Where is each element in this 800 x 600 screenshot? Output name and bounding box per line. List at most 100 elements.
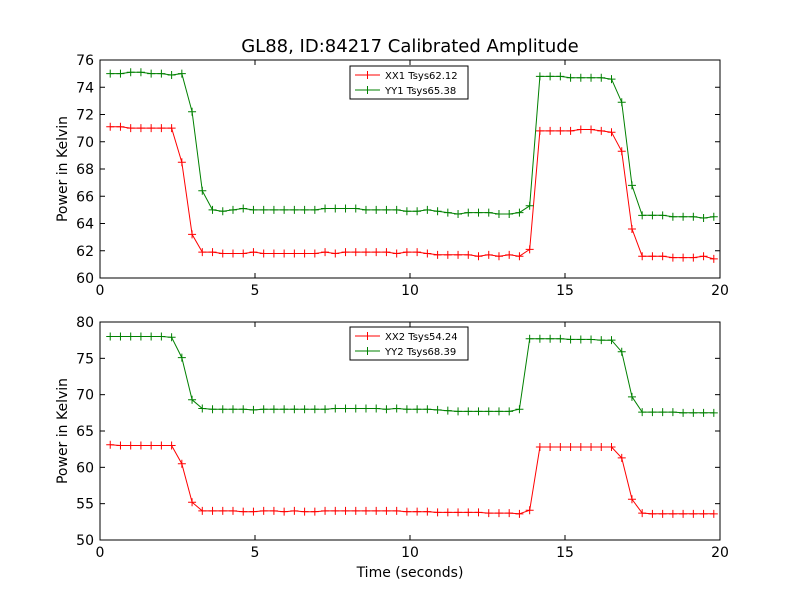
data-point	[576, 73, 585, 82]
data-point	[361, 248, 370, 257]
data-point	[689, 408, 698, 417]
data-point	[228, 249, 237, 258]
data-point	[269, 506, 278, 515]
data-point	[331, 404, 340, 413]
data-point	[321, 248, 330, 257]
data-point	[597, 442, 606, 451]
data-point	[106, 332, 115, 341]
y-tick-label: 64	[76, 217, 94, 233]
data-point	[607, 442, 616, 451]
data-point	[638, 211, 647, 220]
x-tick-label: 0	[96, 545, 105, 561]
data-point	[638, 252, 647, 261]
data-point	[249, 405, 258, 414]
data-point	[372, 506, 381, 515]
data-point	[464, 208, 473, 217]
data-point	[249, 507, 258, 516]
data-point	[280, 249, 289, 258]
x-tick-label: 5	[251, 545, 260, 561]
y-tick-label: 66	[76, 189, 94, 205]
data-point	[597, 73, 606, 82]
data-point	[679, 408, 688, 417]
data-point	[300, 507, 309, 516]
data-point	[259, 405, 268, 414]
data-point	[167, 333, 176, 342]
data-point	[177, 158, 186, 167]
data-point	[648, 509, 657, 518]
data-point	[372, 205, 381, 214]
data-point	[709, 509, 718, 518]
data-point	[351, 248, 360, 257]
y-tick-label: 65	[76, 424, 94, 440]
legend-swatch-marker	[363, 332, 372, 340]
data-point	[228, 506, 237, 515]
data-point	[423, 405, 432, 414]
data-point	[280, 205, 289, 214]
y-tick-label: 72	[76, 108, 94, 124]
data-point	[361, 506, 370, 515]
data-point	[423, 507, 432, 516]
data-point	[668, 253, 677, 262]
data-point	[505, 509, 514, 518]
data-point	[321, 506, 330, 515]
data-point	[198, 404, 207, 413]
data-point	[505, 407, 514, 416]
data-point	[474, 252, 483, 261]
y-tick-label: 68	[76, 162, 94, 178]
data-point	[249, 248, 258, 257]
chart-panel-1: GL88, ID:84217 Calibrated Amplitude 0 5 10 1…	[55, 36, 729, 299]
data-point	[648, 252, 657, 261]
data-point	[218, 506, 227, 515]
data-point	[464, 407, 473, 416]
data-point	[198, 506, 207, 515]
data-point	[341, 404, 350, 413]
data-point	[658, 211, 667, 220]
data-point	[167, 441, 176, 450]
data-point	[535, 334, 544, 343]
data-point	[157, 69, 166, 78]
data-point	[627, 224, 636, 233]
x-tick-label: 5	[251, 283, 260, 299]
data-point	[228, 205, 237, 214]
data-point	[402, 507, 411, 516]
x-tick-label: 0	[96, 283, 105, 299]
series-2	[106, 68, 718, 223]
data-point	[597, 336, 606, 345]
data-point	[147, 332, 156, 341]
data-point	[576, 442, 585, 451]
data-point	[474, 208, 483, 217]
legend-swatch-marker	[363, 86, 372, 94]
data-point	[341, 506, 350, 515]
y-tick-label: 60	[76, 460, 94, 476]
data-point	[699, 408, 708, 417]
data-point	[116, 332, 125, 341]
x-tick-label: 15	[556, 545, 574, 561]
y-tick-label: 70	[76, 388, 94, 404]
data-point	[494, 209, 503, 218]
data-point	[433, 508, 442, 517]
data-point	[208, 205, 217, 214]
y-axis-title: Power in Kelvin	[55, 116, 71, 222]
data-point	[443, 208, 452, 217]
data-point	[607, 336, 616, 345]
data-point	[689, 253, 698, 262]
data-point	[505, 250, 514, 259]
data-point	[198, 248, 207, 257]
data-point	[136, 124, 145, 133]
data-point	[382, 506, 391, 515]
data-point	[228, 405, 237, 414]
data-point	[617, 147, 626, 156]
data-point	[331, 249, 340, 258]
legend-box	[349, 65, 469, 100]
data-point	[382, 405, 391, 414]
data-point	[423, 249, 432, 258]
y-tick-label: 62	[76, 244, 94, 260]
data-point	[617, 347, 626, 356]
data-point	[413, 248, 422, 257]
series-1	[106, 440, 718, 518]
data-point	[413, 507, 422, 516]
data-point	[505, 209, 514, 218]
y-tick-label: 80	[76, 315, 94, 331]
data-point	[566, 442, 575, 451]
